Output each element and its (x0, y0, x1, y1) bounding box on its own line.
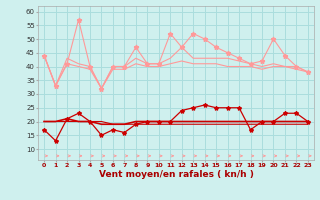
X-axis label: Vent moyen/en rafales ( kn/h ): Vent moyen/en rafales ( kn/h ) (99, 170, 253, 179)
